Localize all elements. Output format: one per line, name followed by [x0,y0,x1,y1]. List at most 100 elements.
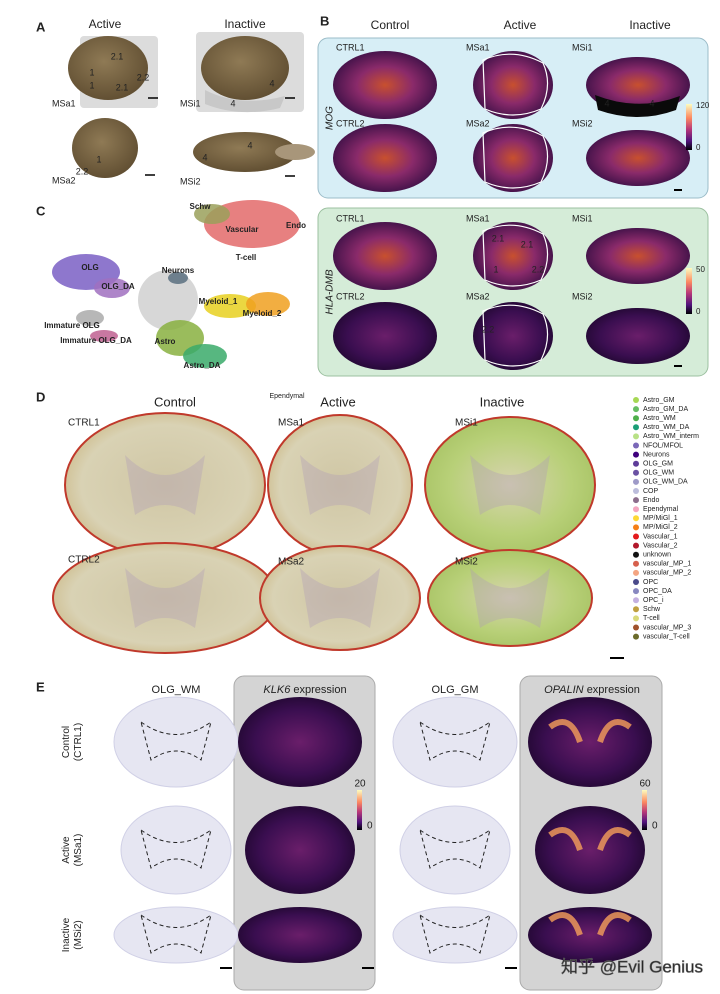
legend-label: Astro_WM_interm [643,433,699,440]
legend-label: Astro_GM [643,397,675,404]
cluster [183,344,227,368]
region-label: 2.2 [482,324,495,334]
tissue [473,51,553,119]
region-outline [140,828,212,869]
column-header: Inactive [480,394,525,409]
sample-label: MSi2 [180,176,201,186]
legend-label: MP/MiGl_1 [643,515,678,522]
legend-swatch [633,615,639,622]
tissue [392,906,518,964]
region-label: 4 [604,98,609,108]
colorbar-label: 20 [354,779,366,790]
colorbar [357,790,362,830]
legend-label: Astro_GM_DA [643,406,688,413]
cluster-label: OLG [81,263,98,272]
column-header: Active [320,394,355,409]
cluster [204,294,256,318]
legend-label: OPC [643,579,658,586]
cluster-label: Immature OLG [44,321,100,330]
region-label: 4 [269,78,274,88]
region-label: 4 [247,140,252,150]
legend-label: OPC_i [643,597,664,604]
header-text: expression [587,684,640,696]
region-label: 2.1 [492,233,505,243]
tissue [528,907,652,963]
colorbar [642,790,647,830]
grey-matter [470,568,550,628]
cluster [246,292,290,316]
cluster-label: Immature OLG_DA [60,336,132,345]
region-label: 2.1 [111,51,124,61]
region-outline [419,828,491,869]
sample-label: CTRL2 [336,291,365,301]
sample-label: MSa1 [278,418,305,429]
sample-label: MSa2 [466,291,490,301]
legend-swatch [633,515,639,522]
legend-swatch [633,533,639,540]
colorbar-label: 120 [696,101,710,110]
region-outline [419,720,491,761]
legend-swatch [633,606,639,613]
legend-label: Vascular_1 [643,533,678,540]
gene-name: OPALIN [544,684,584,696]
legend-swatch [633,633,639,640]
tissue [586,57,690,113]
sample-label: MSa1 [466,213,490,223]
sample-label: CTRL1 [68,418,100,429]
watermark: 知乎 @Evil Genius [561,957,703,976]
tissue [535,806,645,894]
region-label: 2.1 [116,82,129,92]
row-label: HLA-DMB [325,269,336,314]
legend-swatch [633,569,639,576]
cluster [94,278,130,298]
tissue [399,805,511,895]
cluster-label: OLG_DA [101,282,135,291]
tissue [113,696,239,788]
sample-label: CTRL2 [68,555,100,566]
row-label-line: (MSa1) [73,834,84,867]
tissue [259,545,421,651]
legend-swatch [633,442,639,449]
row-label: Active(MSa1) [61,834,84,867]
tissue [245,806,355,894]
panel-label: C [36,203,46,218]
cluster-label: Myeloid_2 [243,309,282,318]
legend-label: vascular_MP_2 [643,570,691,577]
grey-matter [300,455,380,515]
region-label: 1 [96,154,101,164]
tissue [333,51,437,119]
expression-hotspot [548,827,632,852]
tissue [528,697,652,787]
legend-swatch [633,424,639,431]
column-header: Control [371,18,410,32]
tissue [586,130,690,186]
legend-label: MP/MiGl_2 [643,524,678,531]
lesion [595,95,680,117]
sample-label: CTRL1 [336,213,365,223]
legend-swatch [633,460,639,467]
sample-label: MSa2 [466,118,490,128]
sample-label: MSa2 [52,175,76,185]
colorbar-label: 0 [696,307,701,316]
row-label-line: (MSi2) [73,920,84,949]
sample-label: MSa2 [278,557,305,568]
legend-swatch [633,542,639,549]
cluster-label: Astro [155,337,176,346]
region-label: 1 [89,80,94,90]
lesion-outline [482,304,549,367]
legend-swatch [633,478,639,485]
colorbar-label: 0 [367,821,373,832]
cluster-label: Astro_DA [184,361,221,370]
legend-swatch [633,524,639,531]
tissue [120,805,232,895]
sample-label: MSi2 [572,118,593,128]
legend-swatch [633,597,639,604]
cluster-label: Myeloid_1 [199,297,238,306]
legend-label: T-cell [643,615,660,622]
legend-swatch [633,488,639,494]
sample-label: MSi2 [455,557,478,568]
tissue [68,36,148,100]
panel-label: B [320,13,329,28]
tissue [473,302,553,370]
